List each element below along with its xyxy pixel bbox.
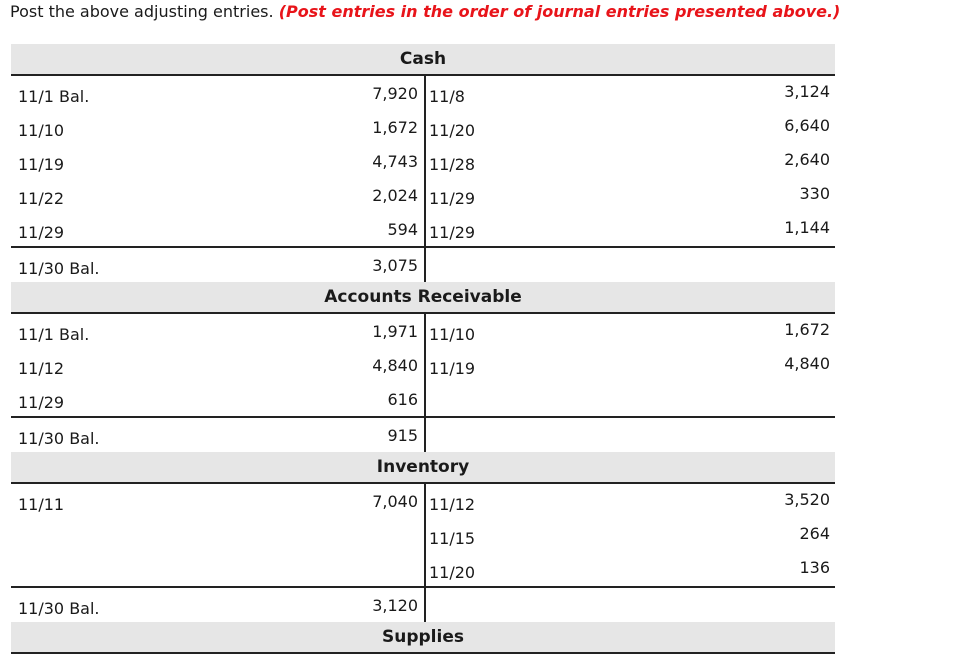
t-account-divider: [424, 518, 426, 552]
balance-label: 11/30 Bal.: [18, 599, 100, 618]
credit-amount: 3,124: [784, 82, 830, 101]
debit-date: 11/22: [18, 189, 65, 208]
ledger-row: 11/29 594 11/29 1,144: [11, 212, 835, 246]
credit-date: 11/28: [429, 155, 476, 174]
credit-amount: 264: [799, 524, 830, 543]
t-account-divider: [424, 110, 426, 144]
t-account-divider: [424, 178, 426, 212]
ledger-row: 11/10 1,672 11/20 6,640: [11, 110, 835, 144]
account-title: Cash: [11, 44, 835, 76]
credit-amount: 2,640: [784, 150, 830, 169]
credit-date: 11/15: [429, 529, 476, 548]
credit-amount: 330: [799, 184, 830, 203]
t-account: Supplies: [11, 622, 835, 654]
debit-amount: 4,840: [372, 356, 418, 375]
t-account: Accounts Receivable 11/1 Bal. 1,971 11/10 1,…: [11, 282, 835, 452]
debit-date: 11/1 Bal.: [18, 87, 90, 106]
debit-amount: 2,024: [372, 186, 418, 205]
ledger-row: 11/20 136: [11, 552, 835, 586]
t-account: Inventory 11/11 7,040 11/12 3,520 11/15 264 11/…: [11, 452, 835, 622]
balance-amount: 3,120: [372, 596, 418, 615]
t-account-divider: [424, 348, 426, 382]
ledger-row: 11/12 4,840 11/19 4,840: [11, 348, 835, 382]
credit-date: 11/19: [429, 359, 476, 378]
t-account-divider: [424, 484, 426, 518]
balance-label: 11/30 Bal.: [18, 259, 100, 278]
instruction-prefix: Post the above adjusting entries.: [10, 2, 274, 21]
debit-amount: 4,743: [372, 152, 418, 171]
t-account-divider: [424, 418, 426, 452]
balance-row: 11/30 Bal. 3,075: [11, 246, 835, 282]
t-account-divider: [424, 76, 426, 110]
balance-row: 11/30 Bal. 915: [11, 416, 835, 452]
credit-date: 11/10: [429, 325, 476, 344]
account-title: Inventory: [11, 452, 835, 484]
account-title: Supplies: [11, 622, 835, 654]
balance-row: 11/30 Bal. 3,120: [11, 586, 835, 622]
credit-amount: 6,640: [784, 116, 830, 135]
ledger-row: 11/1 Bal. 1,971 11/10 1,672: [11, 314, 835, 348]
credit-date: 11/8: [429, 87, 465, 106]
debit-date: 11/29: [18, 393, 65, 412]
credit-date: 11/20: [429, 563, 476, 582]
debit-date: 11/29: [18, 223, 65, 242]
ledger-row: 11/11 7,040 11/12 3,520: [11, 484, 835, 518]
ledger-row: 11/19 4,743 11/28 2,640: [11, 144, 835, 178]
debit-amount: 594: [387, 220, 418, 239]
ledger-row: 11/22 2,024 11/29 330: [11, 178, 835, 212]
t-account-divider: [424, 144, 426, 178]
ledger-row: 11/1 Bal. 7,920 11/8 3,124: [11, 76, 835, 110]
debit-amount: 1,971: [372, 322, 418, 341]
balance-amount: 3,075: [372, 256, 418, 275]
instruction-text: Post the above adjusting entries. (Post …: [10, 2, 840, 22]
t-account: Cash 11/1 Bal. 7,920 11/8 3,124 11/10 1,672 11/…: [11, 44, 835, 282]
ledger-row: 11/29 616: [11, 382, 835, 416]
t-account-divider: [424, 248, 426, 282]
instruction-emphasis: (Post entries in the order of journal en…: [278, 2, 841, 21]
balance-label: 11/30 Bal.: [18, 429, 100, 448]
debit-amount: 1,672: [372, 118, 418, 137]
debit-amount: 7,920: [372, 84, 418, 103]
t-account-divider: [424, 552, 426, 586]
credit-amount: 1,672: [784, 320, 830, 339]
credit-date: 11/29: [429, 189, 476, 208]
debit-date: 11/12: [18, 359, 65, 378]
credit-amount: 136: [799, 558, 830, 577]
debit-date: 11/19: [18, 155, 65, 174]
t-account-divider: [424, 382, 426, 416]
t-account-divider: [424, 314, 426, 348]
debit-amount: 616: [387, 390, 418, 409]
debit-date: 11/10: [18, 121, 65, 140]
t-account-divider: [424, 588, 426, 622]
account-title: Accounts Receivable: [11, 282, 835, 314]
balance-amount: 915: [387, 426, 418, 445]
t-account-divider: [424, 212, 426, 246]
t-account-ledger: Cash 11/1 Bal. 7,920 11/8 3,124 11/10 1,672 11/…: [11, 44, 835, 654]
credit-date: 11/12: [429, 495, 476, 514]
credit-amount: 3,520: [784, 490, 830, 509]
credit-amount: 1,144: [784, 218, 830, 237]
credit-date: 11/20: [429, 121, 476, 140]
credit-amount: 4,840: [784, 354, 830, 373]
ledger-row: 11/15 264: [11, 518, 835, 552]
debit-date: 11/11: [18, 495, 65, 514]
credit-date: 11/29: [429, 223, 476, 242]
debit-amount: 7,040: [372, 492, 418, 511]
debit-date: 11/1 Bal.: [18, 325, 90, 344]
